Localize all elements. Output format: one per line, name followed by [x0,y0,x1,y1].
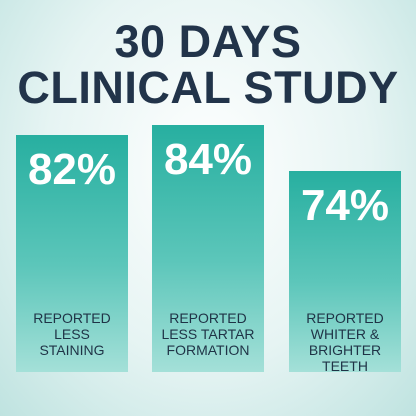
title-line: 30 DAYS [114,16,302,67]
value-label: 84% [163,135,253,185]
title-line: CLINICAL STUDY [17,62,399,113]
value-label: 74% [300,181,390,231]
category-label: REPORTED LESS TARTAR FORMATION [161,310,255,358]
bar [16,134,128,372]
value-label: 82% [27,144,117,194]
category-label: REPORTED LESS STAINING [33,310,111,358]
category-label: REPORTED WHITER & BRIGHTER TEETH [306,310,384,374]
bar [289,171,401,372]
bar [152,125,264,372]
